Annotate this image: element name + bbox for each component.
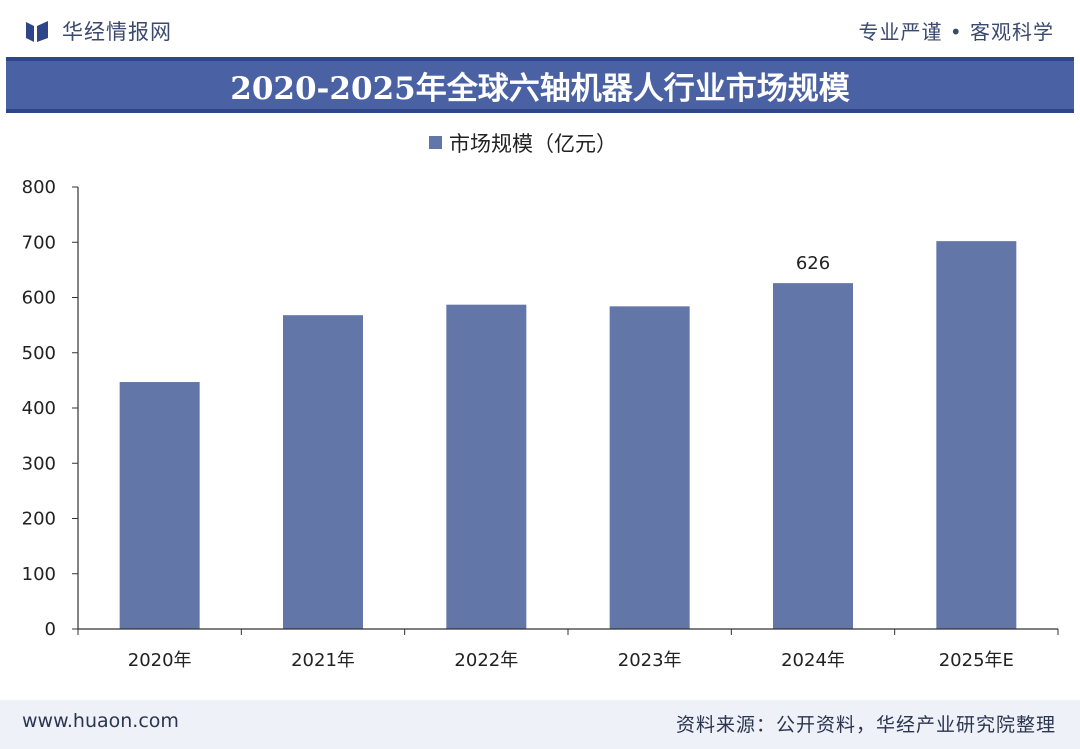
legend-swatch: [429, 136, 442, 149]
brand-logo-icon: [26, 21, 48, 42]
slogan: 专业严谨 • 客观科学: [858, 20, 1054, 44]
y-tick-label: 0: [45, 619, 56, 640]
legend-label: 市场规模（亿元）: [449, 132, 617, 156]
y-tick-label: 400: [22, 398, 56, 419]
data-label: 626: [796, 253, 830, 274]
y-tick-label: 200: [22, 509, 56, 530]
bar-6: [936, 241, 1017, 629]
bar-3: [446, 304, 527, 629]
bar-1: [119, 382, 200, 629]
y-tick-label: 600: [22, 288, 56, 309]
legend: 市场规模（亿元）: [429, 132, 617, 156]
data-labels: 626: [796, 253, 830, 274]
x-axis-ticks: 2020年 2021年 2022年 2023年 2024年 2025年E: [77, 629, 1059, 671]
x-tick-label: 2020年: [128, 650, 192, 671]
y-tick-label: 700: [22, 232, 56, 253]
chart: 市场规模（亿元） 0 100 200 300 400 500 600 700 800 626 2…: [22, 132, 1059, 671]
bar-5: [773, 283, 853, 629]
chart-title: 2020-2025年全球六轴机器人行业市场规模: [230, 70, 850, 107]
x-tick-label: 2023年: [618, 650, 682, 671]
bar-2: [283, 315, 363, 629]
y-tick-label: 800: [22, 177, 56, 198]
y-tick-label: 500: [22, 343, 56, 364]
x-tick-label: 2022年: [454, 650, 518, 671]
brand-name: 华经情报网: [62, 20, 172, 44]
top-bar: 华经情报网 专业严谨 • 客观科学: [0, 0, 1080, 58]
y-tick-label: 100: [22, 564, 56, 585]
footer-source: 资料来源：公开资料，华经产业研究院整理: [675, 714, 1056, 736]
footer-url: www.huaon.com: [22, 710, 179, 732]
y-tick-label: 300: [22, 453, 56, 474]
title-band: 2020-2025年全球六轴机器人行业市场规模: [6, 57, 1074, 113]
footer: www.huaon.com 资料来源：公开资料，华经产业研究院整理: [0, 700, 1080, 749]
bars: [119, 241, 1017, 629]
bar-4: [609, 306, 690, 629]
x-tick-label: 2021年: [291, 650, 355, 671]
y-axis-ticks: 0 100 200 300 400 500 600 700 800: [22, 177, 79, 640]
x-tick-label: 2025年E: [939, 650, 1014, 671]
x-tick-label: 2024年: [781, 650, 845, 671]
